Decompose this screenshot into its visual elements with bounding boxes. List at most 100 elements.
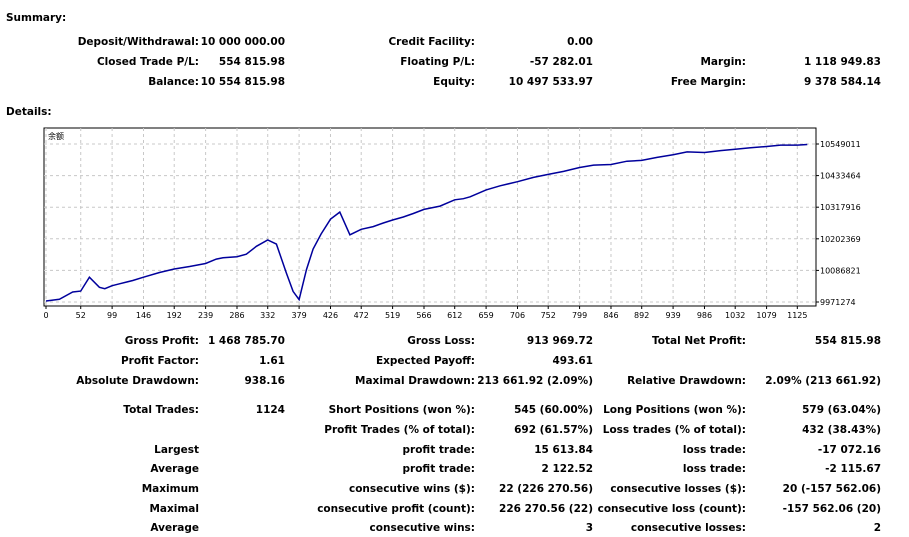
x-tick-label: 519	[385, 311, 400, 320]
credit-value: 0.00	[567, 36, 593, 48]
y-tick-label: 9971274	[820, 298, 856, 307]
summary-heading: Summary:	[6, 12, 67, 24]
x-tick-label: 146	[136, 311, 151, 320]
balance-chart: 10549011 10433464 10317916 10202369 10086821…	[43, 127, 861, 320]
y-axis-ticks: 10549011 10433464 10317916 10202369 10086821…	[816, 140, 861, 307]
y-tick-label: 10433464	[820, 172, 861, 181]
maximal-label: Maximal	[149, 503, 199, 515]
y-tick-label: 10202369	[820, 235, 861, 244]
legend-label: 余额	[48, 131, 64, 141]
closed-pl-value: 554 815.98	[218, 56, 285, 68]
equity-label: Equity:	[433, 76, 475, 88]
chart-grid	[44, 128, 816, 306]
x-axis-ticks: 0 52 99 146 192 239 286 332 379 426 472 519 566 612 65…	[43, 306, 807, 320]
maximal-loss-value: -157 562.06 (20)	[782, 503, 881, 515]
short-positions-label: Short Positions (won %):	[328, 404, 475, 416]
avg-cons-wins-value: 3	[585, 522, 593, 534]
rel-drawdown-value: 2.09% (213 661.92)	[765, 375, 881, 387]
largest-profit-label: profit trade:	[402, 444, 476, 456]
y-tick-label: 10317916	[820, 203, 861, 212]
x-tick-label: 99	[107, 311, 117, 320]
equity-value: 10 497 533.97	[508, 76, 593, 88]
expected-payoff-value: 493.61	[552, 355, 593, 367]
avg-cons-losses-value: 2	[873, 522, 881, 534]
deposit-label: Deposit/Withdrawal:	[77, 36, 199, 48]
max-cons-losses-label: consecutive losses ($):	[610, 483, 746, 495]
x-tick-label: 846	[603, 311, 618, 320]
margin-value: 1 118 949.83	[803, 56, 881, 68]
credit-label: Credit Facility:	[388, 36, 475, 48]
max-cons-wins-label: consecutive wins ($):	[348, 483, 475, 495]
x-tick-label: 612	[447, 311, 462, 320]
gross-profit-label: Gross Profit:	[124, 335, 199, 347]
avg-profit-value: 2 122.52	[541, 463, 593, 475]
largest-label: Largest	[154, 444, 199, 456]
x-tick-label: 939	[665, 311, 680, 320]
largest-loss-value: -17 072.16	[817, 444, 881, 456]
max-cons-wins-value: 22 (226 270.56)	[499, 483, 593, 495]
free-margin-value: 9 378 584.14	[803, 76, 881, 88]
gross-loss-label: Gross Loss:	[407, 335, 475, 347]
balance-value: 10 554 815.98	[200, 76, 285, 88]
gross-profit-value: 1 468 785.70	[207, 335, 285, 347]
x-tick-label: 566	[416, 311, 431, 320]
floating-label: Floating P/L:	[400, 56, 475, 68]
maximal-loss-label: consecutive loss (count):	[597, 503, 746, 515]
margin-label: Margin:	[700, 56, 746, 68]
y-tick-label: 10086821	[820, 266, 861, 275]
x-tick-label: 426	[323, 311, 338, 320]
plot-area	[43, 127, 817, 307]
profit-factor-value: 1.61	[259, 355, 285, 367]
profit-trades-value: 692 (61.57%)	[514, 424, 593, 436]
loss-trades-value: 432 (38.43%)	[802, 424, 881, 436]
x-tick-label: 706	[510, 311, 525, 320]
avg-cons-losses-label: consecutive losses:	[630, 522, 746, 534]
profit-trades-label: Profit Trades (% of total):	[324, 424, 475, 436]
abs-drawdown-label: Absolute Drawdown:	[76, 375, 199, 387]
x-tick-label: 752	[541, 311, 556, 320]
x-tick-label: 892	[634, 311, 649, 320]
floating-value: -57 282.01	[529, 56, 593, 68]
max-drawdown-value: 213 661.92 (2.09%)	[477, 375, 593, 387]
free-margin-label: Free Margin:	[670, 76, 746, 88]
short-positions-value: 545 (60.00%)	[514, 404, 593, 416]
closed-pl-label: Closed Trade P/L:	[96, 56, 199, 68]
average-label: Average	[150, 463, 199, 475]
avg-loss-label: loss trade:	[682, 463, 746, 475]
maximum-label: Maximum	[141, 483, 199, 495]
deposit-value: 10 000 000.00	[200, 36, 285, 48]
x-tick-label: 286	[229, 311, 244, 320]
avg-cons-wins-label: consecutive wins:	[369, 522, 475, 534]
x-tick-label: 332	[260, 311, 275, 320]
x-tick-label: 799	[572, 311, 587, 320]
avg-loss-value: -2 115.67	[825, 463, 881, 475]
abs-drawdown-value: 938.16	[244, 375, 285, 387]
y-tick-label: 10549011	[820, 140, 861, 149]
balance-line	[45, 143, 808, 302]
largest-profit-value: 15 613.84	[534, 444, 593, 456]
max-drawdown-label: Maximal Drawdown:	[355, 375, 475, 387]
largest-loss-label: loss trade:	[682, 444, 746, 456]
expected-payoff-label: Expected Payoff:	[375, 355, 475, 367]
gross-loss-value: 913 969.72	[526, 335, 593, 347]
rel-drawdown-label: Relative Drawdown:	[627, 375, 746, 387]
profit-factor-label: Profit Factor:	[120, 355, 199, 367]
total-net-label: Total Net Profit:	[651, 335, 746, 347]
x-tick-label: 0	[43, 311, 48, 320]
x-tick-label: 239	[198, 311, 213, 320]
x-tick-label: 659	[478, 311, 493, 320]
total-net-value: 554 815.98	[814, 335, 881, 347]
maximal-profit-value: 226 270.56 (22)	[499, 503, 593, 515]
x-tick-label: 1125	[787, 311, 807, 320]
x-tick-label: 986	[697, 311, 712, 320]
x-tick-label: 379	[291, 311, 306, 320]
x-tick-label: 472	[354, 311, 369, 320]
long-positions-value: 579 (63.04%)	[802, 404, 881, 416]
x-tick-label: 192	[167, 311, 182, 320]
loss-trades-label: Loss trades (% of total):	[602, 424, 746, 436]
x-tick-label: 1032	[725, 311, 745, 320]
max-cons-losses-value: 20 (-157 562.06)	[782, 483, 881, 495]
long-positions-label: Long Positions (won %):	[603, 404, 746, 416]
total-trades-label: Total Trades:	[123, 404, 199, 416]
x-tick-label: 1079	[756, 311, 776, 320]
